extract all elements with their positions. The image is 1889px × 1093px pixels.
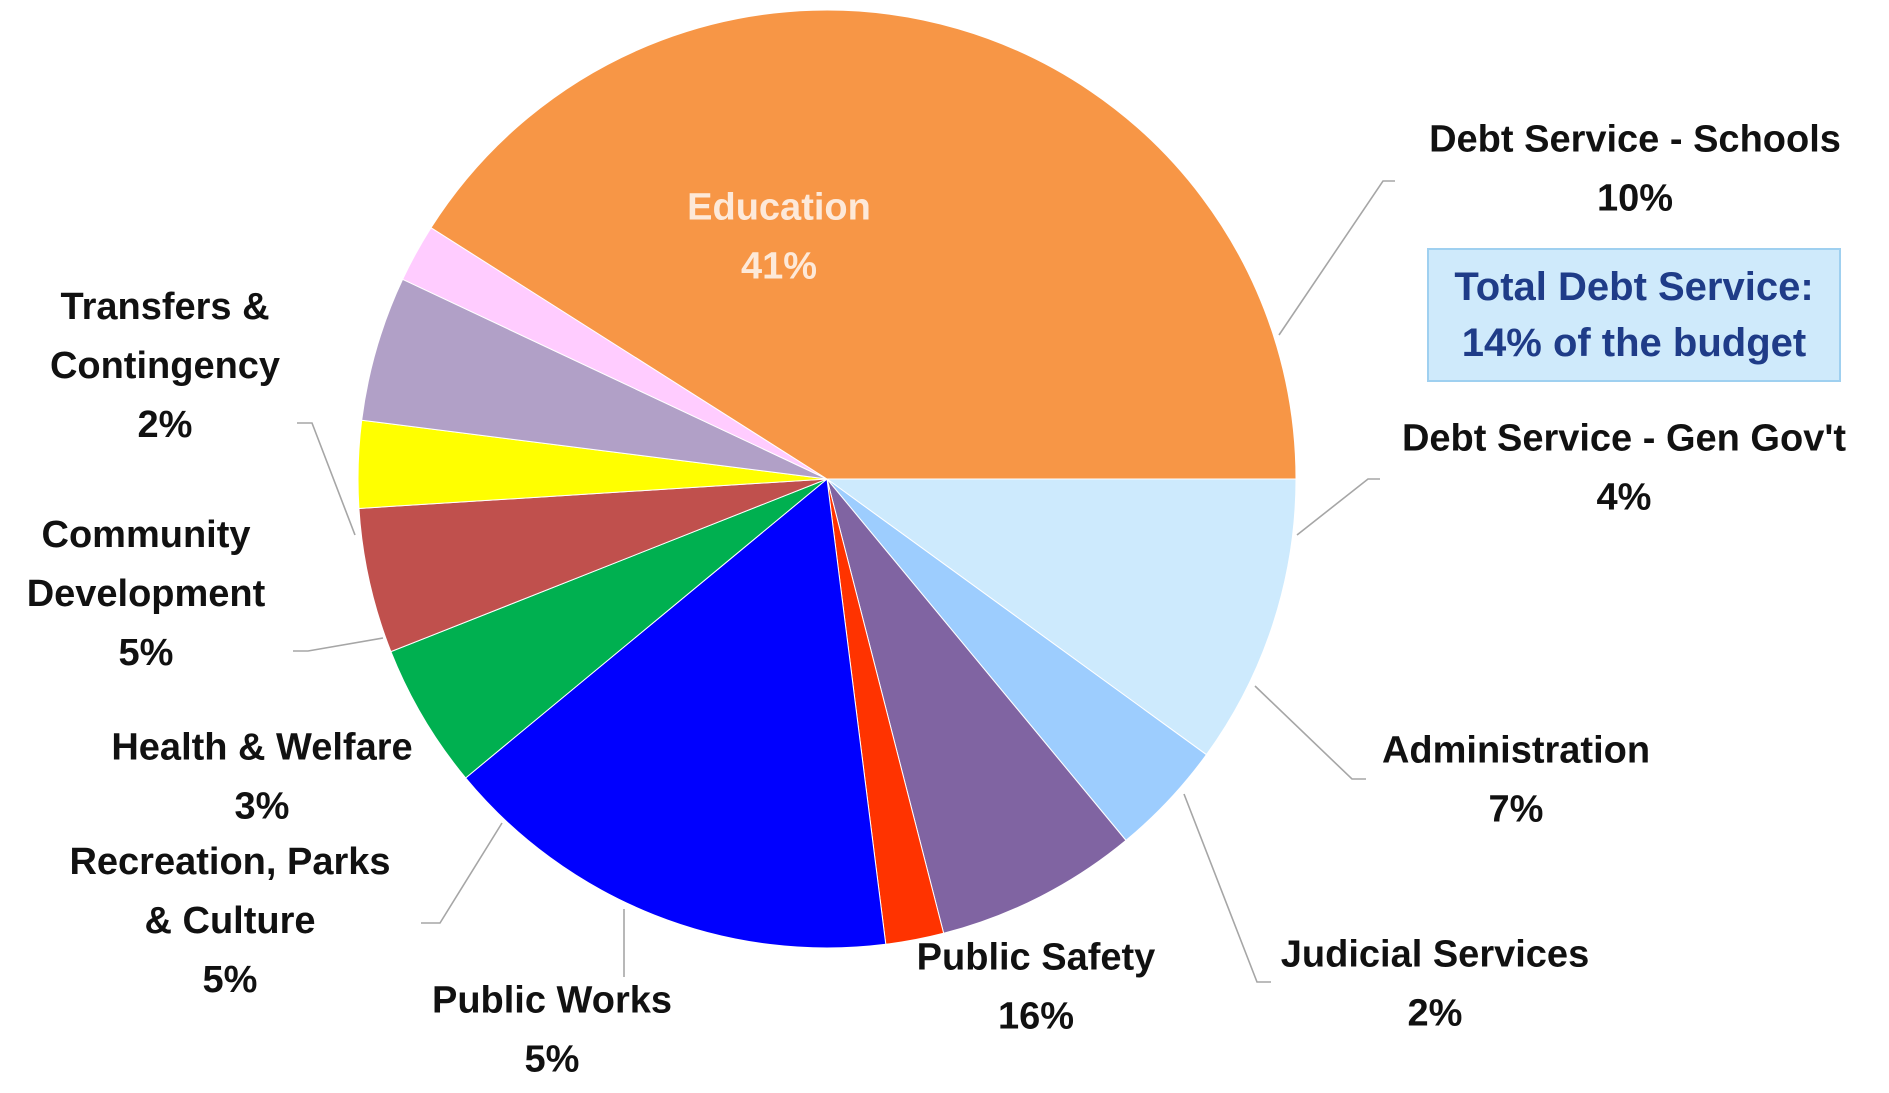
percent-label: 10% bbox=[1597, 178, 1673, 220]
slice-labels: Debt Service - Schools 10%Debt Service - … bbox=[27, 119, 1847, 1081]
label-administration: Administration 7% bbox=[1382, 730, 1650, 831]
label-debt-service-schools: Debt Service - Schools 10% bbox=[1429, 119, 1841, 220]
percent-label: 7% bbox=[1489, 789, 1544, 831]
percent-label: 5% bbox=[119, 632, 174, 674]
percent-label: 5% bbox=[203, 959, 258, 1001]
label-health-welfare: Health & Welfare 3% bbox=[111, 727, 412, 828]
category-label: Transfers & bbox=[60, 286, 269, 328]
category-label: Debt Service - Gen Gov't bbox=[1402, 418, 1846, 460]
category-label: Debt Service - Schools bbox=[1429, 119, 1841, 161]
percent-label: 16% bbox=[998, 996, 1074, 1038]
label-transfers-contingency: Transfers & Contingency 2% bbox=[50, 286, 280, 446]
category-label: Education bbox=[687, 187, 871, 229]
label-public-works: Public Works 5% bbox=[432, 980, 672, 1081]
percent-label: 41% bbox=[741, 246, 817, 288]
category-label: Development bbox=[27, 573, 266, 615]
slice-debt-service-schools bbox=[825, 478, 1297, 756]
label-recreation-parks-culture: Recreation, Parks & Culture 5% bbox=[69, 841, 390, 1001]
slice-community-development bbox=[361, 278, 828, 480]
category-label: Contingency bbox=[50, 345, 280, 387]
category-label: Community bbox=[42, 514, 251, 556]
percent-label: 2% bbox=[1408, 993, 1463, 1035]
callout-line-1: Total Debt Service: bbox=[1454, 265, 1814, 309]
leader-line-debt-service-schools bbox=[1278, 180, 1395, 336]
label-education: Education 41% bbox=[687, 187, 871, 288]
callout-line-2: 14% of the budget bbox=[1461, 321, 1807, 365]
slice-recreation-parks-culture bbox=[358, 478, 828, 653]
leader-line-debt-service-gen-gov-t bbox=[1296, 478, 1380, 536]
leader-lines bbox=[293, 180, 1395, 983]
percent-label: 2% bbox=[138, 404, 193, 446]
leader-line-administration bbox=[1254, 685, 1366, 780]
total-debt-service-callout: Total Debt Service: 14% of the budget bbox=[1427, 248, 1841, 382]
category-label: Health & Welfare bbox=[111, 727, 412, 769]
leader-line-transfers-contingency bbox=[297, 422, 356, 536]
label-public-safety: Public Safety 16% bbox=[917, 937, 1156, 1038]
label-judicial-services: Judicial Services 2% bbox=[1281, 934, 1589, 1035]
label-debt-service-gen-gov-t: Debt Service - Gen Gov't 4% bbox=[1402, 418, 1846, 519]
slice-administration bbox=[826, 478, 1127, 934]
leader-line-judicial-services bbox=[1183, 793, 1271, 983]
leader-line-community-development bbox=[293, 637, 384, 652]
category-label: Public Safety bbox=[917, 937, 1156, 979]
pie-slices bbox=[357, 9, 1297, 949]
category-label: Judicial Services bbox=[1281, 934, 1589, 976]
leader-line-recreation-parks-culture bbox=[421, 822, 503, 924]
label-community-development: Community Development 5% bbox=[27, 514, 266, 674]
category-label: & Culture bbox=[145, 900, 316, 942]
slice-public-works bbox=[390, 478, 828, 779]
percent-label: 4% bbox=[1597, 477, 1652, 519]
slice-public-safety bbox=[464, 478, 887, 949]
category-label: Public Works bbox=[432, 980, 672, 1022]
category-label: Administration bbox=[1382, 730, 1650, 772]
percent-label: 3% bbox=[235, 786, 290, 828]
slice-education bbox=[430, 9, 1297, 480]
percent-label: 5% bbox=[525, 1039, 580, 1081]
category-label: Recreation, Parks bbox=[69, 841, 390, 883]
